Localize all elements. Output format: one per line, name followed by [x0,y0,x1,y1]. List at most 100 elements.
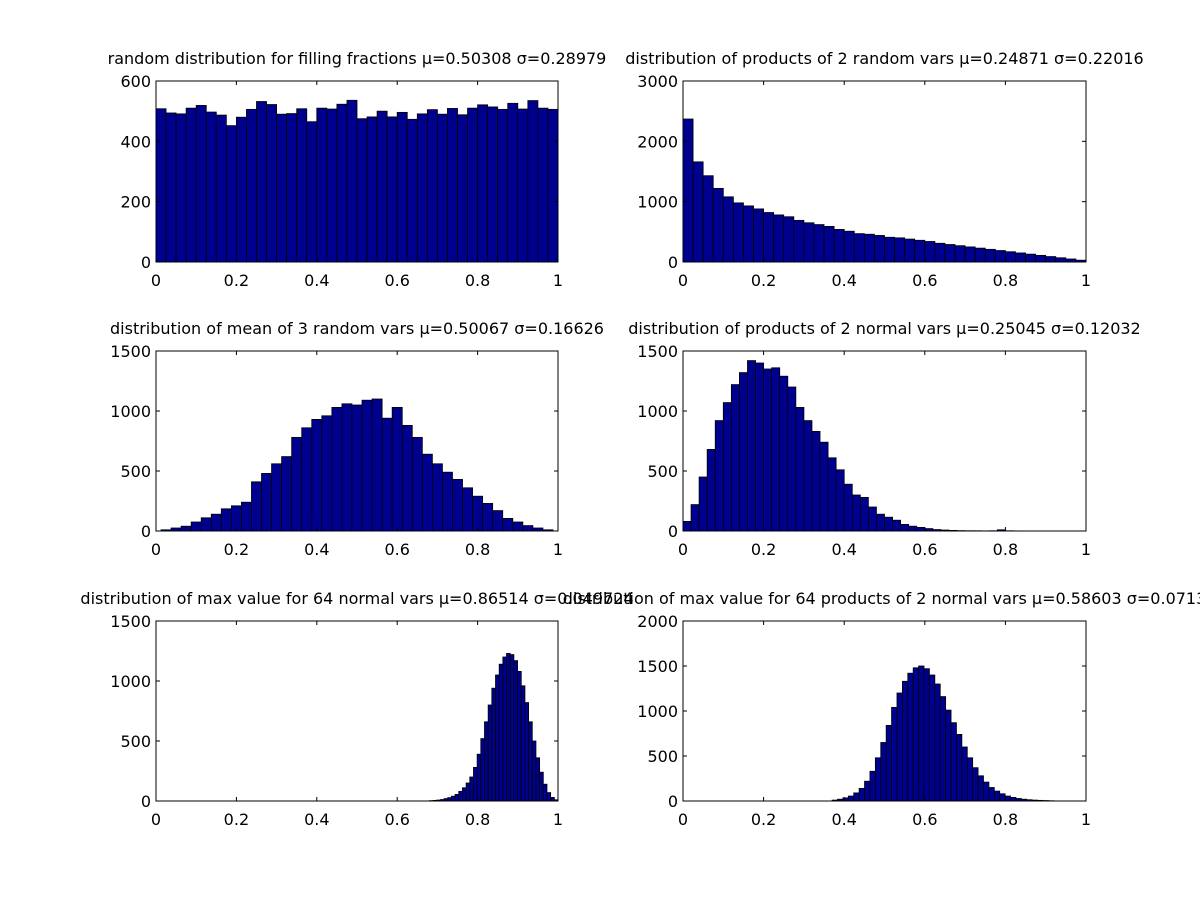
histogram-bar [443,798,449,802]
histogram-bar [918,665,925,802]
x-tick-label: 0.8 [993,810,1018,829]
histogram-bar [442,471,453,532]
histogram-bar [755,362,764,532]
histogram-bar [682,118,694,263]
histogram-bar [944,244,956,263]
x-tick-label: 0 [151,810,161,829]
y-tick-label: 1500 [110,612,151,631]
histogram-bar [859,496,869,532]
histogram-bar [205,111,217,263]
histogram-bar [803,420,813,532]
x-tick-label: 0 [151,540,161,559]
histogram-bar [361,399,373,532]
x-tick-label: 0.4 [304,271,329,290]
histogram-bar [843,230,855,263]
histogram-bar [1037,799,1044,802]
histogram-bar [1065,258,1077,263]
histogram-bar [843,483,853,532]
y-tick-label: 1500 [637,657,678,676]
x-tick-label: 0.2 [751,540,776,559]
histogram-bar [396,111,408,263]
histogram-bar [966,757,974,802]
histogram-bar [261,472,272,532]
histogram-bar [391,406,403,532]
histogram-bar [1004,795,1011,802]
histogram-bar [386,116,398,263]
x-tick-label: 0.8 [993,540,1018,559]
histogram-bar [472,495,484,532]
histogram-bar [452,478,463,532]
x-tick-label: 0.8 [993,271,1018,290]
histogram-bar [753,208,765,263]
histogram-bar [291,436,303,532]
histogram-bar [779,375,789,532]
histogram-bar [1031,799,1038,802]
histogram-bar [831,799,838,802]
histogram-bar [210,513,222,532]
x-tick-label: 0.4 [831,540,856,559]
histogram-bar [811,430,821,532]
histogram-bar [984,248,996,263]
histogram-bar [988,787,995,802]
histogram-bar [517,671,522,802]
panel-title: distribution of products of 2 random var… [625,49,1143,68]
y-tick-label: 1500 [110,342,151,361]
histogram-bar [964,246,976,263]
histogram-bar [411,436,423,532]
histogram-bar [155,108,167,263]
histogram-bar [833,229,845,263]
histogram-bar [421,453,433,532]
x-tick-label: 0 [678,810,688,829]
y-tick-label: 3000 [637,72,678,91]
histogram-bar [215,114,227,263]
histogram-bar [336,103,348,263]
x-tick-label: 0.4 [304,540,329,559]
panel-title: random distribution for filling fraction… [108,49,607,68]
histogram-bar [692,161,704,263]
histogram-bar [482,502,494,532]
x-tick-label: 1 [1081,810,1091,829]
histogram-bar [929,674,936,802]
histogram-bar [491,687,496,802]
x-tick-label: 1 [553,540,563,559]
histogram-bar [542,783,548,802]
histogram-bar [321,415,333,532]
histogram-bar [996,529,1006,532]
histogram-bar [531,740,537,802]
histogram-bar [884,516,893,532]
histogram-bar [945,709,952,802]
histogram-bar [356,118,368,263]
histogram-bar [301,427,313,532]
histogram-bar [506,653,511,802]
histogram-bar [722,196,734,263]
histogram-bar [469,776,474,802]
histogram-bar [502,518,514,532]
histogram-bar [527,100,539,263]
histogram-bar [480,738,485,802]
histogram-bar [351,404,363,532]
histogram-bar [507,102,519,263]
histogram-bar [195,105,207,263]
histogram-bar [867,506,877,532]
histogram-bar [513,660,518,802]
histogram-bar [747,360,756,532]
histogram-bar [712,187,724,263]
y-tick-label: 0 [141,253,151,272]
histogram-bar [326,108,338,263]
x-tick-label: 1 [1081,540,1091,559]
x-tick-label: 0 [678,271,688,290]
histogram-bar [492,510,504,532]
histogram-bar [462,487,473,532]
histogram-bar [165,112,177,263]
histogram-bar [771,367,781,532]
histogram-bar [908,525,918,532]
y-tick-label: 1000 [110,402,151,421]
histogram-bar [447,797,452,802]
x-tick-label: 0.6 [384,540,409,559]
y-tick-label: 2000 [637,612,678,631]
histogram-bar [271,463,283,532]
histogram-bar [1055,257,1067,263]
histogram-bar [795,406,805,532]
histogram-bar [869,770,876,802]
